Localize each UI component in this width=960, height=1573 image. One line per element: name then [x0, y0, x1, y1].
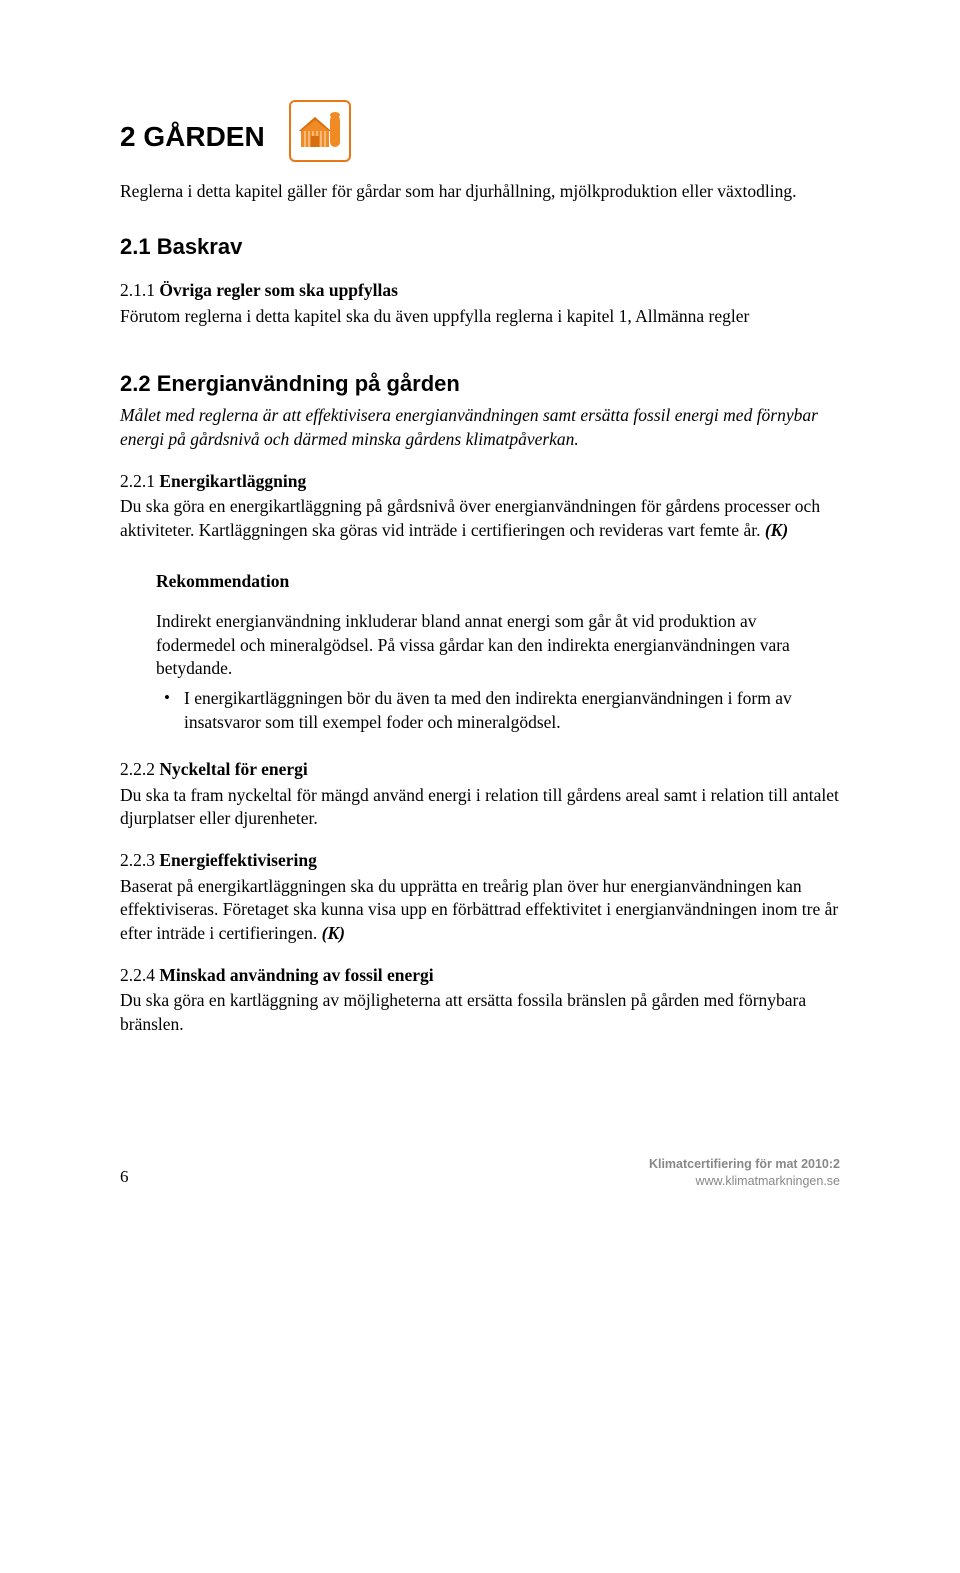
footer-right: Klimatcertifiering för mat 2010:2 www.kl…: [649, 1156, 840, 1189]
sub-title: Övriga regler som ska uppfyllas: [159, 280, 398, 300]
body-text: Baserat på energikartläggningen ska du u…: [120, 876, 838, 943]
sub-title: Nyckeltal för energi: [159, 759, 307, 779]
page-header: 2 GÅRDEN: [120, 100, 840, 162]
text-2-2-4: Du ska göra en kartläggning av möjlighet…: [120, 989, 840, 1036]
page-number: 6: [120, 1166, 129, 1189]
subheading-2-2-1: 2.2.1 Energikartläggning: [120, 470, 840, 494]
footer-url: www.klimatmarkningen.se: [649, 1173, 840, 1189]
sub-title: Energikartläggning: [159, 471, 306, 491]
sub-number: 2.1.1: [120, 280, 159, 300]
text-2-2-3: Baserat på energikartläggningen ska du u…: [120, 875, 840, 946]
text-2-1-1: Förutom reglerna i detta kapitel ska du …: [120, 305, 840, 329]
recommendation-list: I energikartläggningen bör du även ta me…: [156, 687, 796, 734]
sub-number: 2.2.4: [120, 965, 159, 985]
k-marker: (K): [322, 923, 345, 943]
goal-2-2: Målet med reglerna är att effektivisera …: [120, 404, 840, 451]
sub-number: 2.2.3: [120, 850, 159, 870]
text-2-2-1: Du ska göra en energikartläggning på går…: [120, 495, 840, 542]
list-item: I energikartläggningen bör du även ta me…: [156, 687, 796, 734]
heading-2-1: 2.1 Baskrav: [120, 232, 840, 262]
sub-title: Energieffektivisering: [159, 850, 316, 870]
subheading-2-2-4: 2.2.4 Minskad användning av fossil energ…: [120, 964, 840, 988]
text-2-2-2: Du ska ta fram nyckeltal för mängd använ…: [120, 784, 840, 831]
page-title: 2 GÅRDEN: [120, 118, 265, 156]
sub-number: 2.2.2: [120, 759, 159, 779]
footer-title: Klimatcertifiering för mat 2010:2: [649, 1156, 840, 1172]
recommendation-title: Rekommendation: [156, 570, 796, 594]
subheading-2-2-3: 2.2.3 Energieffektivisering: [120, 849, 840, 873]
intro-text: Reglerna i detta kapitel gäller för gård…: [120, 180, 840, 204]
farm-icon: [289, 100, 351, 162]
page-footer: 6 Klimatcertifiering för mat 2010:2 www.…: [120, 1156, 840, 1189]
subheading-2-1-1: 2.1.1 Övriga regler som ska uppfyllas: [120, 279, 840, 303]
recommendation-intro: Indirekt energianvändning inkluderar bla…: [156, 610, 796, 681]
recommendation-block: Rekommendation Indirekt energianvändning…: [156, 570, 796, 734]
heading-2-2: 2.2 Energianvändning på gården: [120, 369, 840, 399]
body-text: Du ska göra en energikartläggning på går…: [120, 496, 820, 540]
k-marker: (K): [765, 520, 788, 540]
subheading-2-2-2: 2.2.2 Nyckeltal för energi: [120, 758, 840, 782]
sub-title: Minskad användning av fossil energi: [159, 965, 433, 985]
sub-number: 2.2.1: [120, 471, 159, 491]
